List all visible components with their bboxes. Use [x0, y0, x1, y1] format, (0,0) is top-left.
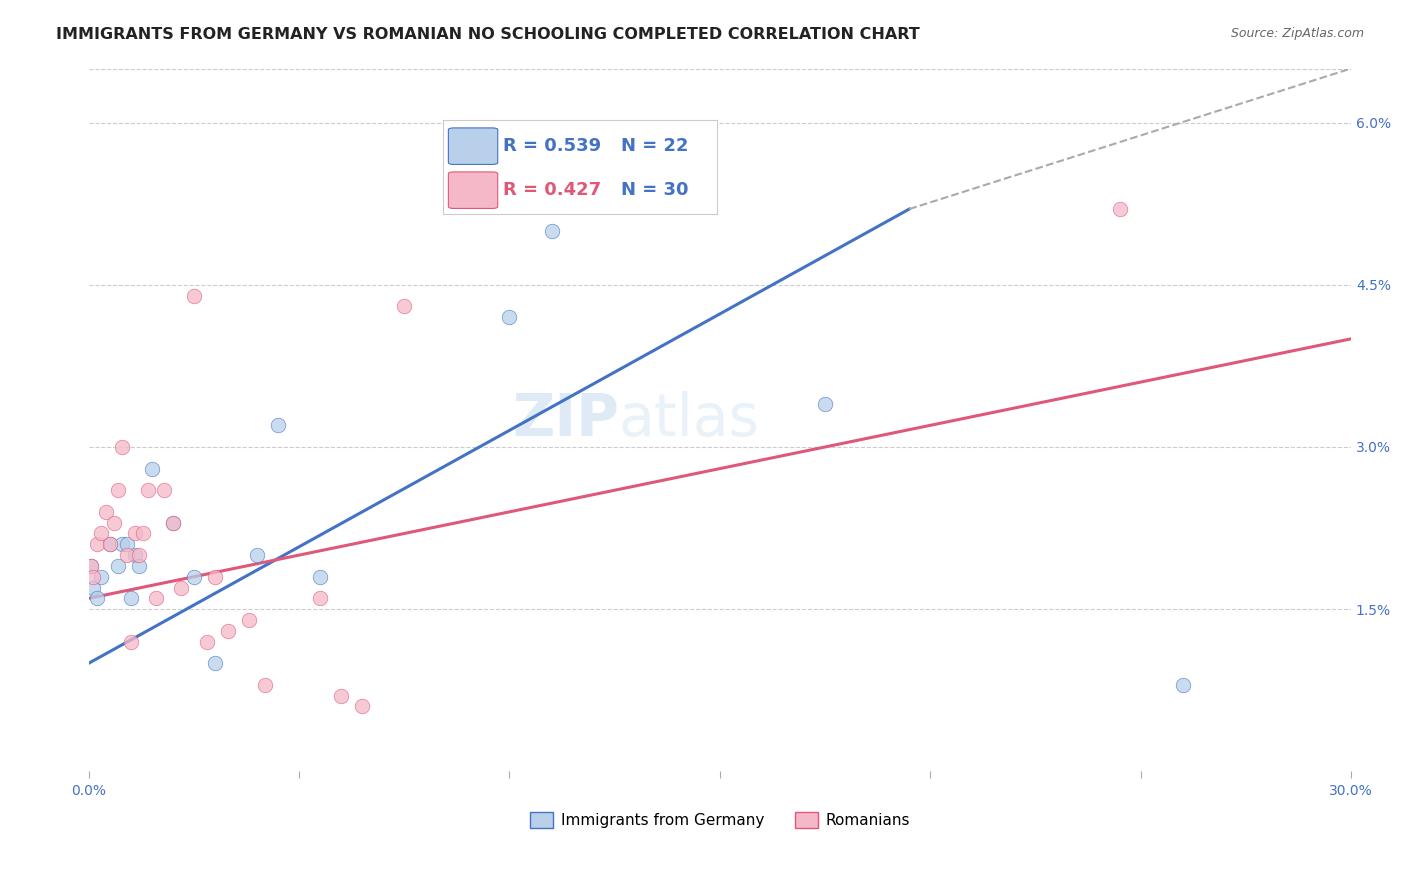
- Point: [111, 537, 134, 551]
- Point: [814, 397, 837, 411]
- Point: [162, 516, 184, 530]
- Point: [352, 699, 374, 714]
- Point: [246, 548, 269, 562]
- Text: R = 0.427: R = 0.427: [503, 181, 602, 199]
- Point: [132, 526, 155, 541]
- Point: [162, 516, 184, 530]
- Point: [394, 300, 416, 314]
- Point: [86, 591, 108, 606]
- Point: [128, 558, 150, 573]
- Point: [80, 558, 103, 573]
- Point: [115, 548, 138, 562]
- Legend: Immigrants from Germany, Romanians: Immigrants from Germany, Romanians: [524, 805, 915, 834]
- Point: [170, 581, 193, 595]
- Point: [1108, 202, 1130, 216]
- FancyBboxPatch shape: [449, 172, 498, 209]
- Point: [330, 689, 353, 703]
- Text: atlas: atlas: [619, 392, 759, 449]
- Point: [115, 537, 138, 551]
- Point: [267, 418, 290, 433]
- Point: [82, 581, 104, 595]
- Text: Source: ZipAtlas.com: Source: ZipAtlas.com: [1230, 27, 1364, 40]
- Point: [90, 526, 112, 541]
- Point: [124, 548, 146, 562]
- Point: [107, 483, 129, 498]
- Point: [183, 570, 205, 584]
- Point: [90, 570, 112, 584]
- Point: [82, 570, 104, 584]
- Text: N = 30: N = 30: [621, 181, 689, 199]
- Point: [120, 634, 142, 648]
- Point: [98, 537, 121, 551]
- FancyBboxPatch shape: [449, 128, 498, 164]
- Point: [540, 224, 562, 238]
- Point: [309, 591, 332, 606]
- Point: [1171, 678, 1194, 692]
- Point: [98, 537, 121, 551]
- Point: [498, 310, 520, 325]
- Text: N = 22: N = 22: [621, 137, 689, 155]
- Point: [183, 288, 205, 302]
- Point: [254, 678, 277, 692]
- Point: [309, 570, 332, 584]
- Point: [238, 613, 260, 627]
- Point: [141, 461, 163, 475]
- Point: [86, 537, 108, 551]
- Point: [107, 558, 129, 573]
- Point: [124, 526, 146, 541]
- Point: [136, 483, 159, 498]
- Text: ZIP: ZIP: [512, 392, 619, 449]
- Point: [204, 570, 226, 584]
- Point: [204, 657, 226, 671]
- Text: IMMIGRANTS FROM GERMANY VS ROMANIAN NO SCHOOLING COMPLETED CORRELATION CHART: IMMIGRANTS FROM GERMANY VS ROMANIAN NO S…: [56, 27, 920, 42]
- Point: [195, 634, 218, 648]
- Point: [153, 483, 176, 498]
- Point: [103, 516, 125, 530]
- Point: [80, 558, 103, 573]
- Point: [94, 505, 117, 519]
- Point: [217, 624, 239, 638]
- Point: [120, 591, 142, 606]
- Point: [145, 591, 167, 606]
- Point: [111, 440, 134, 454]
- Point: [128, 548, 150, 562]
- Text: R = 0.539: R = 0.539: [503, 137, 602, 155]
